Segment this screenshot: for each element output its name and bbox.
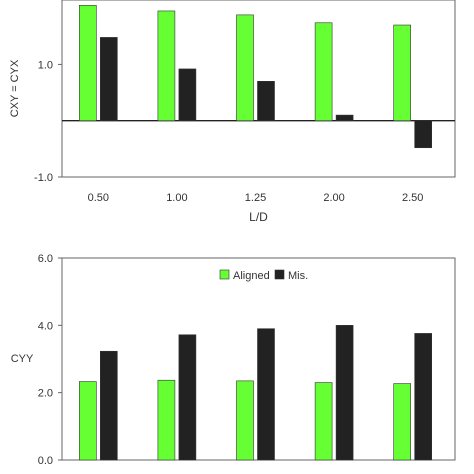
x-tick-label: 1.25 <box>245 192 266 204</box>
bar-mis <box>178 68 197 122</box>
y-tick-label: 4.0 <box>38 320 53 332</box>
x-tick-label: 2.00 <box>323 192 344 204</box>
bar-mis <box>257 81 275 122</box>
bar-mis <box>100 37 118 122</box>
bar-aligned <box>79 381 97 461</box>
y-tick-label: -1.0 <box>34 172 53 184</box>
legend-swatch <box>274 269 285 280</box>
x-tick-label: 2.50 <box>402 192 423 204</box>
x-tick-label: 0.50 <box>88 192 109 204</box>
bar-aligned <box>79 5 97 122</box>
bar-mis <box>414 120 433 149</box>
chart-top: -1.0 1.0 CXY = CYX 0.50 1.00 1.25 2.00 2.50 L/D <box>9 0 456 224</box>
bar-aligned <box>157 379 176 461</box>
bar-mis <box>100 350 118 461</box>
bar-aligned <box>393 383 412 461</box>
bar-aligned <box>393 24 412 122</box>
chart-bottom: 0.0 2.0 4.0 6.0 CYY Aligned Mis. <box>11 253 456 467</box>
legend-label: Mis. <box>288 270 308 282</box>
y-tick-label: 6.0 <box>38 253 53 265</box>
x-axis-label: L/D <box>249 210 268 224</box>
y-axis-label: CYY <box>11 353 34 365</box>
plot-frame <box>61 0 456 178</box>
bar-mis <box>335 114 354 122</box>
bar-mis <box>178 334 197 461</box>
bar-aligned <box>236 380 254 461</box>
y-axis-label: CXY = CYX <box>9 59 21 117</box>
x-tick-label: 1.00 <box>166 192 187 204</box>
bar-aligned <box>314 22 333 122</box>
legend-label: Aligned <box>233 270 270 282</box>
bar-aligned <box>314 382 333 461</box>
y-tick-label: 1.0 <box>38 59 53 71</box>
bar-mis <box>414 333 433 461</box>
y-tick-label: 2.0 <box>38 388 53 400</box>
bar-mis <box>257 328 275 461</box>
bar-aligned <box>236 14 254 122</box>
y-tick-label: 0.0 <box>38 455 53 467</box>
bar-aligned <box>157 10 176 122</box>
bar-mis <box>335 325 354 461</box>
legend-swatch <box>219 269 230 280</box>
